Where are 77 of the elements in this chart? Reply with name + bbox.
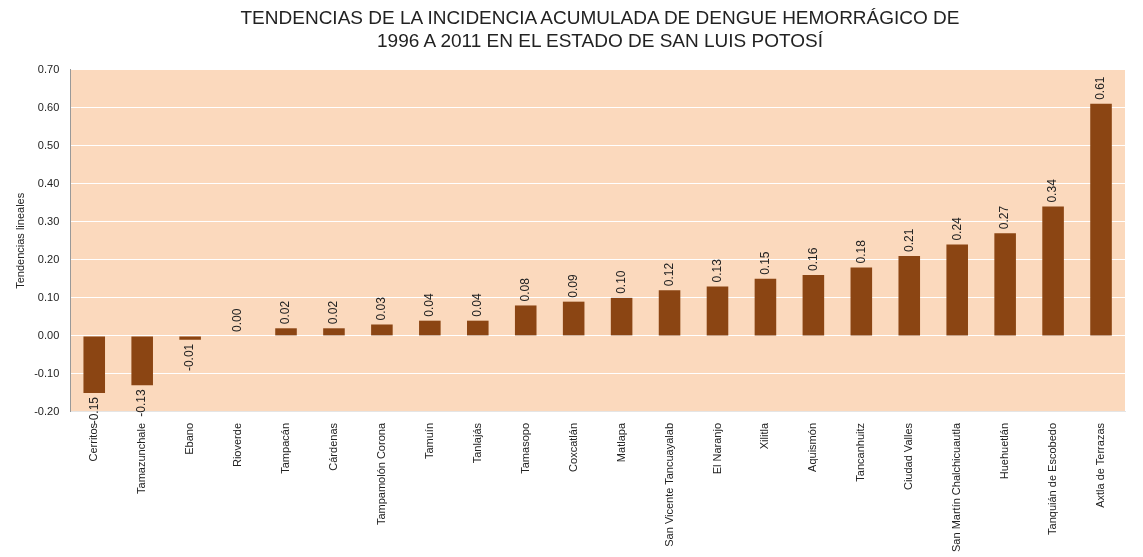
x-tick-label: Xilitla bbox=[758, 422, 771, 450]
x-tick-label: San Martín Chalchicuautla bbox=[950, 422, 963, 552]
bar bbox=[83, 336, 106, 393]
x-tick-label: Tanlajás bbox=[470, 422, 483, 464]
x-tick-label: Tamasopo bbox=[518, 422, 531, 474]
x-tick-label: Tanquián de Escobedo bbox=[1046, 422, 1059, 535]
x-tick-label: Tamuín bbox=[422, 422, 435, 460]
x-tick-label: Matlapa bbox=[614, 422, 627, 463]
data-label: 0.10 bbox=[613, 270, 628, 294]
x-tick-label: Coxcatlán bbox=[566, 422, 579, 472]
y-tick-label: 0.70 bbox=[37, 62, 60, 75]
data-label: 0.04 bbox=[422, 293, 437, 317]
data-label: 0.12 bbox=[661, 262, 676, 287]
data-label: 0.24 bbox=[949, 216, 964, 241]
x-tick-label: Cárdenas bbox=[326, 422, 339, 471]
bar bbox=[131, 336, 153, 386]
x-tick-label: Tampacán bbox=[279, 422, 292, 474]
bar bbox=[850, 267, 873, 336]
data-label: 0.21 bbox=[901, 228, 916, 253]
data-label: 0.61 bbox=[1093, 76, 1108, 100]
data-label: 0.02 bbox=[326, 300, 341, 325]
bar bbox=[994, 233, 1016, 336]
bar bbox=[706, 286, 729, 336]
data-label: 0.18 bbox=[853, 239, 868, 264]
data-label: -0.01 bbox=[182, 343, 197, 372]
bar bbox=[275, 328, 297, 336]
x-tick-label: Tamazunchale bbox=[135, 422, 148, 494]
data-label: 0.08 bbox=[518, 277, 533, 302]
bar bbox=[179, 336, 201, 340]
data-label: 0.34 bbox=[1045, 178, 1060, 203]
data-label: 0.02 bbox=[278, 300, 293, 325]
data-label: 0.13 bbox=[709, 258, 724, 283]
x-tick-label: Aquismón bbox=[806, 422, 819, 472]
x-tick-label: Cerritos bbox=[87, 422, 100, 462]
bar bbox=[802, 275, 825, 336]
x-tick-label: El Naranjo bbox=[710, 422, 723, 475]
x-tick-label: Ciudad Valles bbox=[902, 422, 915, 491]
y-tick-label: 0.60 bbox=[37, 100, 60, 113]
bar bbox=[371, 324, 393, 336]
x-tick-label: Tancanhuitz bbox=[854, 422, 867, 482]
x-tick-label: Rioverde bbox=[231, 422, 244, 468]
x-tick-label: Tampamolón Corona bbox=[374, 422, 387, 526]
bar bbox=[466, 320, 489, 336]
bar bbox=[1042, 206, 1064, 336]
y-tick-label: 0.50 bbox=[37, 138, 60, 151]
y-tick-label: -0.10 bbox=[34, 366, 60, 379]
x-tick-label: Axtla de Terrazas bbox=[1094, 422, 1107, 508]
data-label: 0.00 bbox=[230, 308, 245, 332]
data-label: 0.09 bbox=[565, 273, 580, 298]
y-tick-label: 0.30 bbox=[37, 214, 60, 227]
chart-title: TENDENCIAS DE LA INCIDENCIA ACUMULADA DE DENGUE HEMORRÁGICO DE 1996 A 2011 EN EL ESTADO DE SAN LUIS POTOSÍ bbox=[239, 6, 961, 52]
bar bbox=[1090, 103, 1112, 336]
y-tick-label: 0.10 bbox=[37, 290, 60, 303]
data-label: 0.27 bbox=[997, 205, 1012, 230]
bar bbox=[946, 244, 968, 336]
data-label: -0.13 bbox=[134, 389, 149, 417]
bar bbox=[658, 290, 681, 336]
bar bbox=[898, 256, 921, 336]
y-tick-label: -0.20 bbox=[34, 405, 60, 418]
bar bbox=[754, 278, 777, 336]
bar bbox=[419, 320, 441, 336]
y-axis-title: Tendencias lineales bbox=[13, 192, 26, 289]
data-label: 0.15 bbox=[757, 251, 772, 275]
data-label: -0.15 bbox=[86, 396, 101, 425]
x-tick-label: San Vicente Tancuayalab bbox=[662, 422, 675, 547]
x-tick-label: Huehuetlán bbox=[998, 422, 1011, 480]
x-tick-label: Ebano bbox=[183, 422, 196, 455]
data-label: 0.16 bbox=[805, 247, 820, 272]
data-label: 0.03 bbox=[374, 296, 389, 321]
bar bbox=[514, 305, 537, 336]
y-tick-label: 0.40 bbox=[37, 176, 60, 189]
bar bbox=[562, 301, 585, 336]
y-tick-label: 0.00 bbox=[37, 328, 60, 341]
y-tick-label: 0.20 bbox=[37, 252, 60, 265]
bar bbox=[610, 297, 633, 336]
bar bbox=[323, 328, 345, 336]
data-label: 0.04 bbox=[470, 293, 485, 317]
